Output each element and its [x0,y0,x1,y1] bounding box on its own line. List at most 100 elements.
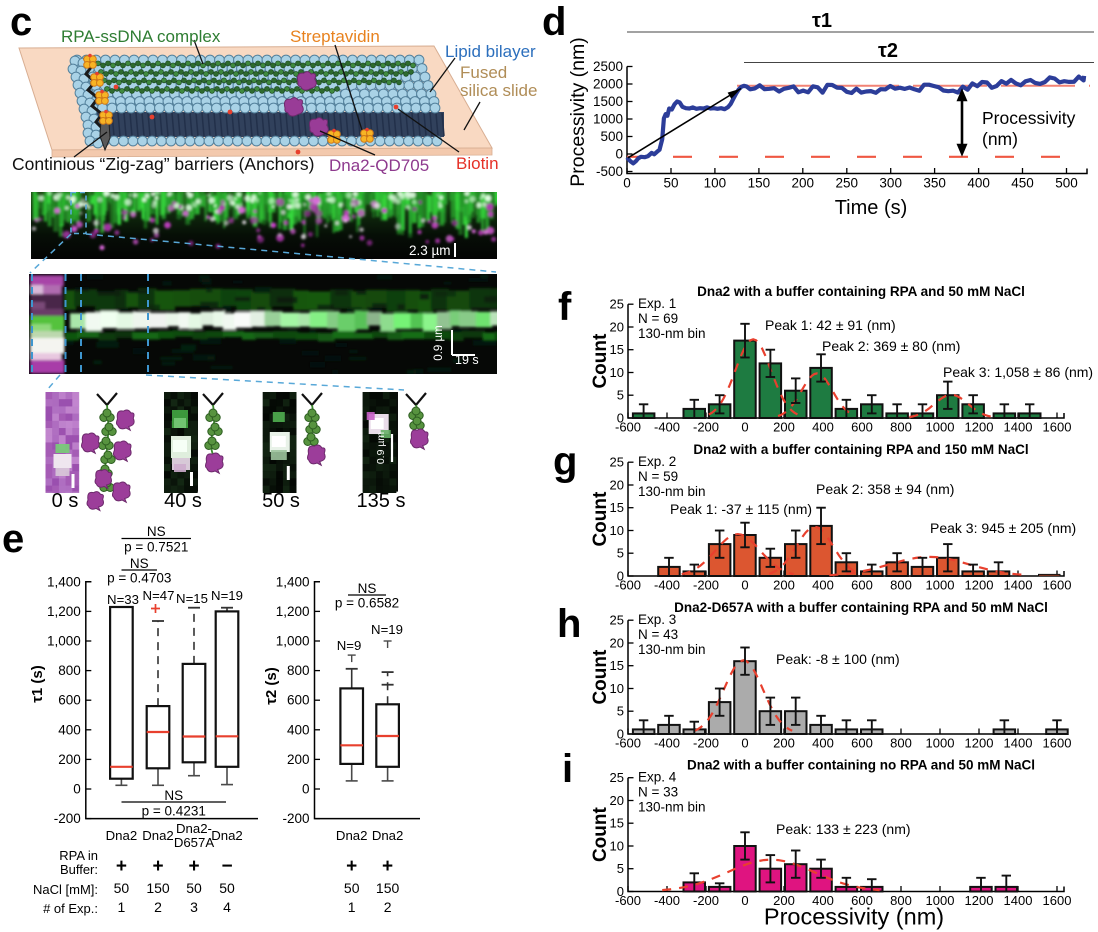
svg-text:τ1: τ1 [812,10,832,32]
svg-text:Processivity (nm): Processivity (nm) [764,904,944,930]
svg-text:Exp. 3: Exp. 3 [638,612,676,627]
svg-text:800: 800 [890,736,912,751]
svg-text:25: 25 [610,455,624,470]
svg-text:400: 400 [812,736,834,751]
svg-text:50: 50 [219,880,235,896]
svg-text:1: 1 [118,899,126,915]
svg-text:τ1 (s): τ1 (s) [29,665,46,703]
svg-text:0: 0 [617,411,624,426]
svg-text:1,400: 1,400 [276,574,310,589]
svg-text:135 s: 135 s [357,490,406,512]
svg-text:NaCl [mM]:: NaCl [mM]: [33,882,98,897]
svg-text:N=15: N=15 [176,591,208,606]
svg-text:50: 50 [663,176,678,191]
svg-text:Dna2: Dna2 [106,828,138,843]
svg-text:-600: -600 [615,578,641,593]
svg-text:g: g [553,440,577,484]
svg-text:Dna2: Dna2 [211,828,243,843]
svg-text:c: c [10,0,32,44]
svg-text:1000: 1000 [593,112,623,127]
svg-text:0.9 µm: 0.9 µm [433,325,445,360]
svg-text:p = 0.7521: p = 0.7521 [124,540,188,555]
svg-text:1200: 1200 [965,736,994,751]
svg-text:800: 800 [890,578,912,593]
svg-text:1,000: 1,000 [47,634,81,649]
svg-text:0: 0 [617,569,624,584]
svg-text:800: 800 [58,663,81,678]
svg-text:-400: -400 [654,893,680,908]
svg-text:600: 600 [58,693,81,708]
svg-text:500: 500 [1055,176,1078,191]
svg-text:1: 1 [348,899,356,915]
svg-text:Peak 3: 1,058 ± 86 (nm): Peak 3: 1,058 ± 86 (nm) [943,364,1093,380]
svg-text:NS: NS [147,524,166,539]
svg-text:0: 0 [617,884,624,899]
svg-text:130-nm bin: 130-nm bin [638,642,706,657]
svg-text:800: 800 [890,420,912,435]
svg-text:Dna2 with a buffer containing: Dna2 with a buffer containing RPA and 15… [693,442,1028,457]
svg-text:−: − [221,856,232,877]
svg-text:-600: -600 [615,893,641,908]
svg-text:-600: -600 [615,736,641,751]
svg-text:1600: 1600 [1043,736,1072,751]
svg-text:(nm): (nm) [982,129,1018,149]
svg-text:N=47: N=47 [143,588,175,603]
svg-text:1200: 1200 [965,420,994,435]
svg-text:d: d [542,0,566,44]
svg-text:N = 59: N = 59 [638,469,678,484]
svg-text:25: 25 [610,770,624,785]
svg-text:400: 400 [58,722,81,737]
svg-text:15: 15 [610,658,624,673]
svg-text:3: 3 [190,899,198,915]
svg-text:N=9: N=9 [337,638,362,653]
svg-text:1000: 1000 [926,578,955,593]
svg-text:Fused: Fused [460,63,507,82]
svg-text:Peak 2: 358 ± 94 (nm): Peak 2: 358 ± 94 (nm) [816,481,954,497]
svg-text:Dna2 with a buffer containing: Dna2 with a buffer containing RPA and 50… [697,284,1025,299]
svg-text:800: 800 [890,893,912,908]
svg-text:1600: 1600 [1043,420,1072,435]
svg-text:1400: 1400 [1004,578,1033,593]
svg-text:+: + [152,856,163,877]
svg-text:19 s: 19 s [455,353,479,367]
svg-text:RPA-ssDNA complex: RPA-ssDNA complex [61,27,221,46]
svg-text:0: 0 [741,578,748,593]
svg-text:Peak 3: 945 ± 205 (nm): Peak 3: 945 ± 205 (nm) [930,520,1076,536]
svg-text:20: 20 [610,793,624,808]
svg-text:2: 2 [384,899,392,915]
svg-text:0: 0 [302,782,310,797]
svg-text:130-nm bin: 130-nm bin [638,326,706,341]
svg-text:4: 4 [223,899,231,915]
svg-text:600: 600 [851,578,873,593]
svg-text:0: 0 [741,420,748,435]
svg-text:-600: -600 [615,420,641,435]
svg-text:2: 2 [154,899,162,915]
svg-text:150: 150 [748,176,771,191]
svg-text:800: 800 [287,663,310,678]
svg-text:N=19: N=19 [211,588,243,603]
svg-text:40 s: 40 s [164,490,202,512]
svg-text:Processivity (nm): Processivity (nm) [567,37,589,187]
svg-text:i: i [562,747,573,791]
svg-text:N = 43: N = 43 [638,627,678,642]
svg-text:1200: 1200 [965,893,994,908]
svg-text:50: 50 [186,880,202,896]
svg-text:p = 0.4231: p = 0.4231 [142,804,206,819]
svg-text:Count: Count [590,491,611,547]
svg-text:10: 10 [610,839,624,854]
svg-text:Streptavidin: Streptavidin [290,27,380,46]
svg-text:p = 0.6582: p = 0.6582 [335,596,399,611]
svg-text:400: 400 [812,578,834,593]
svg-text:τ2: τ2 [878,40,898,62]
svg-text:1000: 1000 [926,736,955,751]
svg-text:NS: NS [358,581,377,596]
svg-text:400: 400 [967,176,990,191]
svg-text:1000: 1000 [926,893,955,908]
svg-text:0: 0 [741,893,748,908]
svg-text:200: 200 [773,420,795,435]
svg-text:2500: 2500 [593,59,623,74]
svg-text:Biotin: Biotin [456,154,499,173]
svg-text:-200: -200 [54,811,81,826]
svg-text:400: 400 [812,893,834,908]
svg-text:600: 600 [851,736,873,751]
